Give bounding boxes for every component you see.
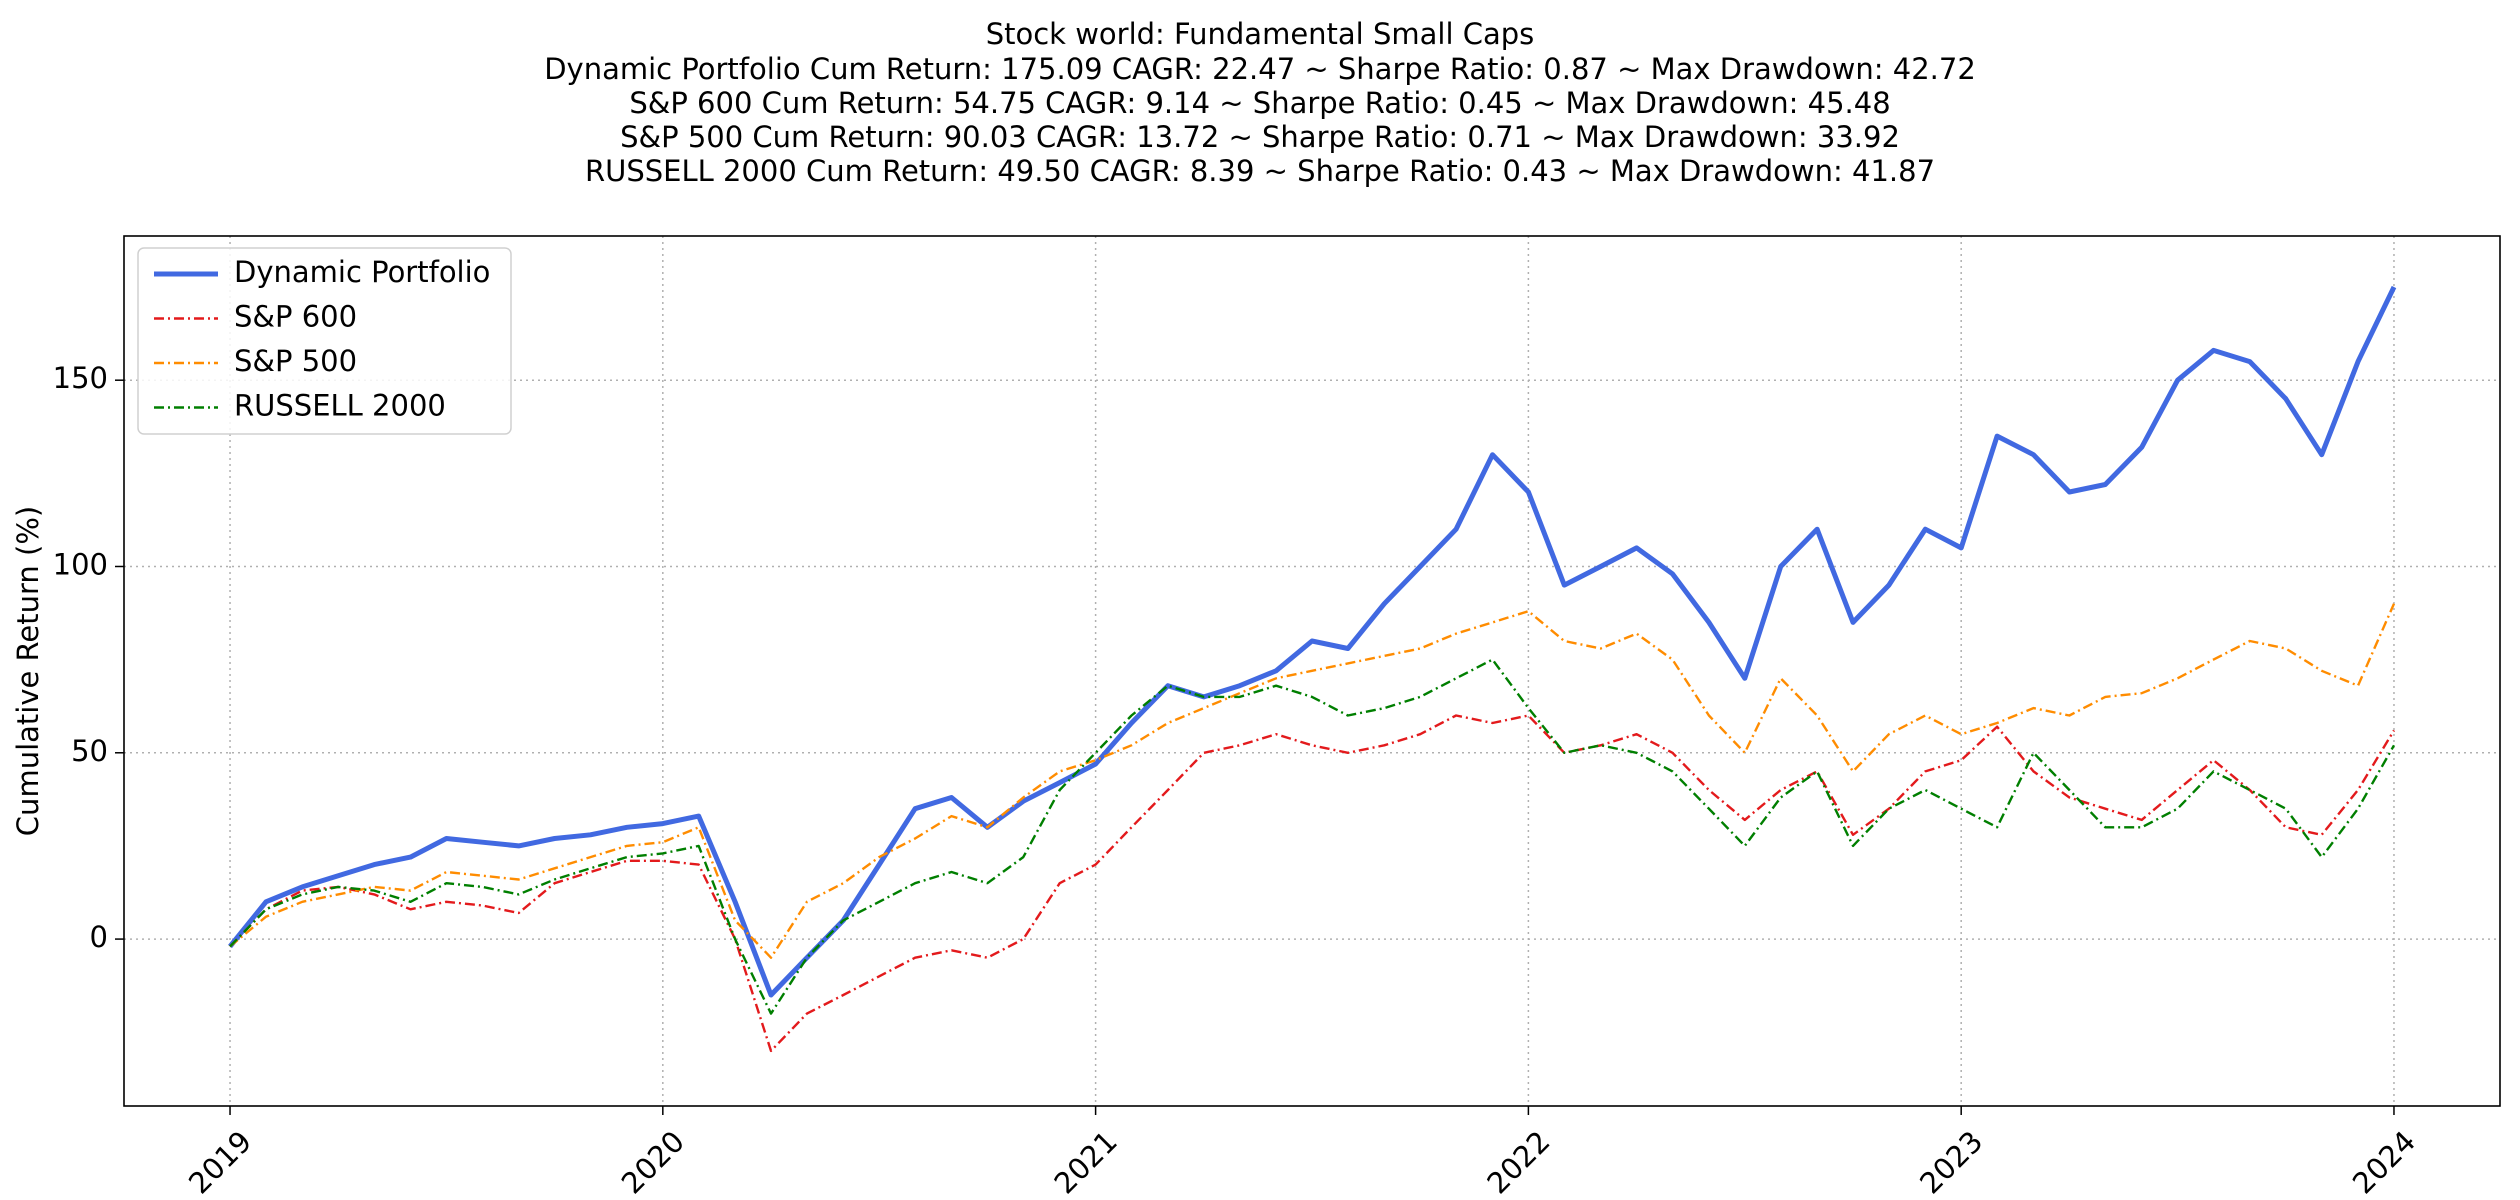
chart-subtitle: S&P 600 Cum Return: 54.75 CAGR: 9.14 ~ S… [629, 86, 1890, 120]
series-line [229, 603, 2396, 959]
y-axis-label: Cumulative Return (%) [11, 506, 45, 836]
legend-box [137, 247, 512, 435]
legend-label: S&P 600 [234, 300, 357, 334]
legend-label: Dynamic Portfolio [234, 255, 490, 289]
x-tick-label: 2022 [1480, 1124, 1556, 1200]
legend-label: RUSSELL 2000 [234, 389, 446, 423]
x-tick-label: 2023 [1913, 1124, 1989, 1200]
y-tick-label: 100 [53, 547, 108, 581]
legend-label: S&P 500 [234, 344, 357, 378]
chart-subtitle: S&P 500 Cum Return: 90.03 CAGR: 13.72 ~ … [620, 120, 1900, 154]
chart-subtitle: Dynamic Portfolio Cum Return: 175.09 CAG… [544, 52, 1976, 86]
chart-title: Stock world: Fundamental Small Caps [986, 17, 1535, 51]
chart-subtitle: RUSSELL 2000 Cum Return: 49.50 CAGR: 8.3… [585, 154, 1935, 188]
y-tick-label: 0 [90, 920, 108, 954]
x-tick-label: 2024 [2346, 1124, 2422, 1200]
series-line [229, 714, 2396, 1053]
series-line [229, 658, 2396, 1015]
x-tick-label: 2021 [1048, 1124, 1124, 1200]
x-tick-label: 2019 [182, 1124, 258, 1200]
series-line [228, 285, 2397, 998]
plot-frame [123, 235, 2501, 1107]
legend: Dynamic Portfolio S&P 600 S&P 500 RUSSELL 2… [137, 247, 512, 435]
y-tick-label: 50 [71, 734, 108, 768]
y-tick-label: 150 [53, 361, 108, 395]
x-tick-label: 2020 [615, 1124, 691, 1200]
